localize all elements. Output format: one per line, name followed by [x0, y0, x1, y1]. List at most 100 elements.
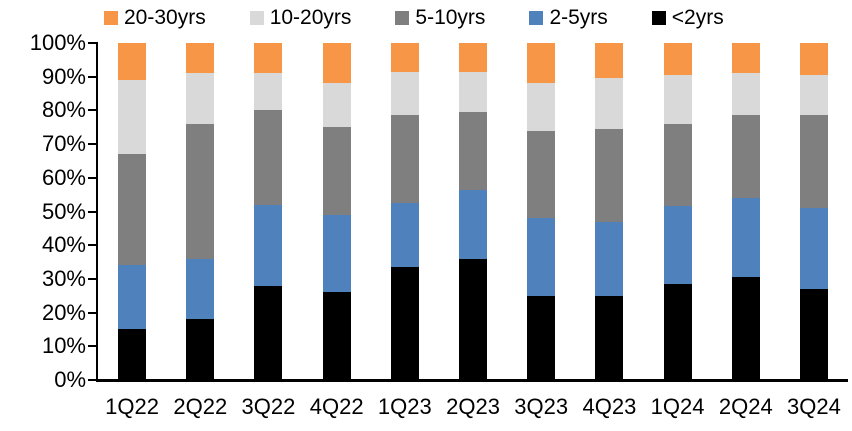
- bar-segment-1020yrs: [118, 80, 147, 155]
- bar-3Q23: [527, 43, 556, 380]
- bar-segment-2030yrs: [527, 43, 556, 84]
- bar-segment-25yrs: [595, 221, 624, 296]
- x-tick-label: 3Q22: [241, 394, 296, 419]
- bar-4Q23: [595, 43, 624, 380]
- bar-column-1Q22: [98, 43, 166, 380]
- x-tick-label: 1Q22: [105, 394, 159, 419]
- bar-segment-2030yrs: [186, 43, 215, 74]
- bar-segment-2030yrs: [254, 43, 283, 74]
- x-tick-label: 3Q23: [514, 394, 569, 419]
- bar-segment-2030yrs: [731, 43, 760, 74]
- bar-segment-2030yrs: [322, 43, 351, 84]
- bar-segment-510yrs: [322, 127, 351, 215]
- bar-segment-1020yrs: [731, 73, 760, 116]
- y-tick-mark: [88, 42, 97, 44]
- y-tick-mark: [88, 345, 97, 348]
- bar-segment-510yrs: [527, 130, 556, 219]
- y-tick-label: 60%: [41, 164, 86, 190]
- legend-item-1020yrs: 10-20yrs: [249, 5, 351, 31]
- bar-1Q24: [663, 43, 692, 380]
- bar-segment-510yrs: [663, 123, 692, 207]
- bar-column-3Q22: [234, 43, 302, 380]
- bar-segment-510yrs: [118, 154, 147, 266]
- y-tick-label: 100%: [29, 30, 86, 55]
- bar-segment-2030yrs: [799, 43, 828, 76]
- bar-column-2Q22: [166, 43, 234, 380]
- bar-segment-25yrs: [663, 206, 692, 284]
- legend: 20-30yrs 10-20yrs 5-10yrs 2-5yrs <2yrs: [104, 5, 724, 31]
- bar-segment-1020yrs: [459, 71, 488, 113]
- bar-segment-2030yrs: [595, 43, 624, 79]
- bar-segment-25yrs: [390, 203, 419, 268]
- legend-swatch-icon: [395, 11, 410, 25]
- legend-label: 2-5yrs: [549, 6, 608, 29]
- bar-1Q23: [390, 43, 419, 380]
- plot-area: [98, 43, 848, 380]
- legend-item-510yrs: 5-10yrs: [395, 5, 485, 31]
- legend-swatch-icon: [529, 11, 544, 25]
- bar-column-4Q22: [303, 43, 371, 380]
- bar-segment-2yrs: [799, 289, 828, 380]
- bar-segment-510yrs: [799, 115, 828, 209]
- bar-segment-25yrs: [118, 265, 147, 330]
- bar-2Q22: [186, 43, 215, 380]
- bar-column-2Q24: [712, 43, 780, 380]
- bar-column-2Q23: [439, 43, 507, 380]
- y-tick-mark: [88, 379, 97, 381]
- bar-segment-2yrs: [254, 285, 283, 380]
- y-axis-line: [96, 42, 98, 382]
- bar-segment-510yrs: [731, 115, 760, 199]
- bar-segment-1020yrs: [390, 71, 419, 116]
- y-tick-mark: [88, 277, 97, 280]
- bar-column-1Q23: [371, 43, 439, 380]
- bar-segment-510yrs: [390, 115, 419, 204]
- y-tick-mark: [88, 75, 97, 78]
- legend-swatch-icon: [104, 11, 118, 25]
- bar-segment-25yrs: [459, 189, 488, 259]
- y-tick-mark: [88, 244, 97, 247]
- bar-segment-25yrs: [799, 208, 828, 290]
- bar-segment-2030yrs: [390, 43, 419, 72]
- bar-column-1Q24: [644, 43, 712, 380]
- y-tick-label: 40%: [41, 232, 86, 258]
- bar-segment-2yrs: [731, 277, 760, 380]
- bar-segment-2yrs: [527, 295, 556, 380]
- y-tick-label: 70%: [41, 131, 86, 157]
- y-tick-mark: [88, 210, 97, 213]
- bar-segment-25yrs: [186, 258, 215, 320]
- bar-3Q24: [799, 43, 828, 380]
- bar-segment-2yrs: [595, 295, 624, 380]
- bar-segment-1020yrs: [663, 75, 692, 124]
- bar-segment-2yrs: [118, 329, 147, 380]
- bar-segment-2030yrs: [459, 43, 488, 72]
- bar-segment-510yrs: [186, 123, 215, 259]
- bar-4Q22: [322, 43, 351, 380]
- y-tick-label: 0%: [54, 367, 86, 392]
- bar-segment-1020yrs: [322, 83, 351, 128]
- bar-segment-25yrs: [731, 198, 760, 278]
- legend-label: 20-30yrs: [124, 6, 206, 29]
- x-tick-label: 1Q23: [377, 394, 432, 419]
- y-tick-label: 90%: [41, 63, 86, 89]
- bar-2Q23: [459, 43, 488, 380]
- legend-swatch-icon: [249, 11, 264, 25]
- y-tick-label: 80%: [41, 97, 86, 123]
- legend-item-2yrs: <2yrs: [651, 5, 724, 31]
- bar-segment-1020yrs: [595, 78, 624, 129]
- bar-column-3Q23: [507, 43, 575, 380]
- bar-1Q22: [118, 43, 147, 380]
- bar-3Q22: [254, 43, 283, 380]
- bar-column-4Q23: [575, 43, 643, 380]
- bar-segment-2yrs: [663, 283, 692, 380]
- x-axis-labels: 1Q22 2Q22 3Q22 4Q22 1Q23 2Q23 3Q23 4Q23 1Q24 2Q24…: [98, 394, 848, 420]
- x-tick-label: 4Q22: [309, 394, 364, 419]
- bar-segment-25yrs: [254, 204, 283, 286]
- y-tick-mark: [88, 176, 97, 179]
- y-tick-mark: [88, 311, 97, 314]
- bar-segment-25yrs: [527, 218, 556, 296]
- bar-2Q24: [731, 43, 760, 380]
- x-tick-label: 2Q22: [173, 394, 228, 419]
- legend-item-2030yrs: 20-30yrs: [104, 5, 206, 31]
- x-tick-label: 3Q24: [787, 394, 841, 419]
